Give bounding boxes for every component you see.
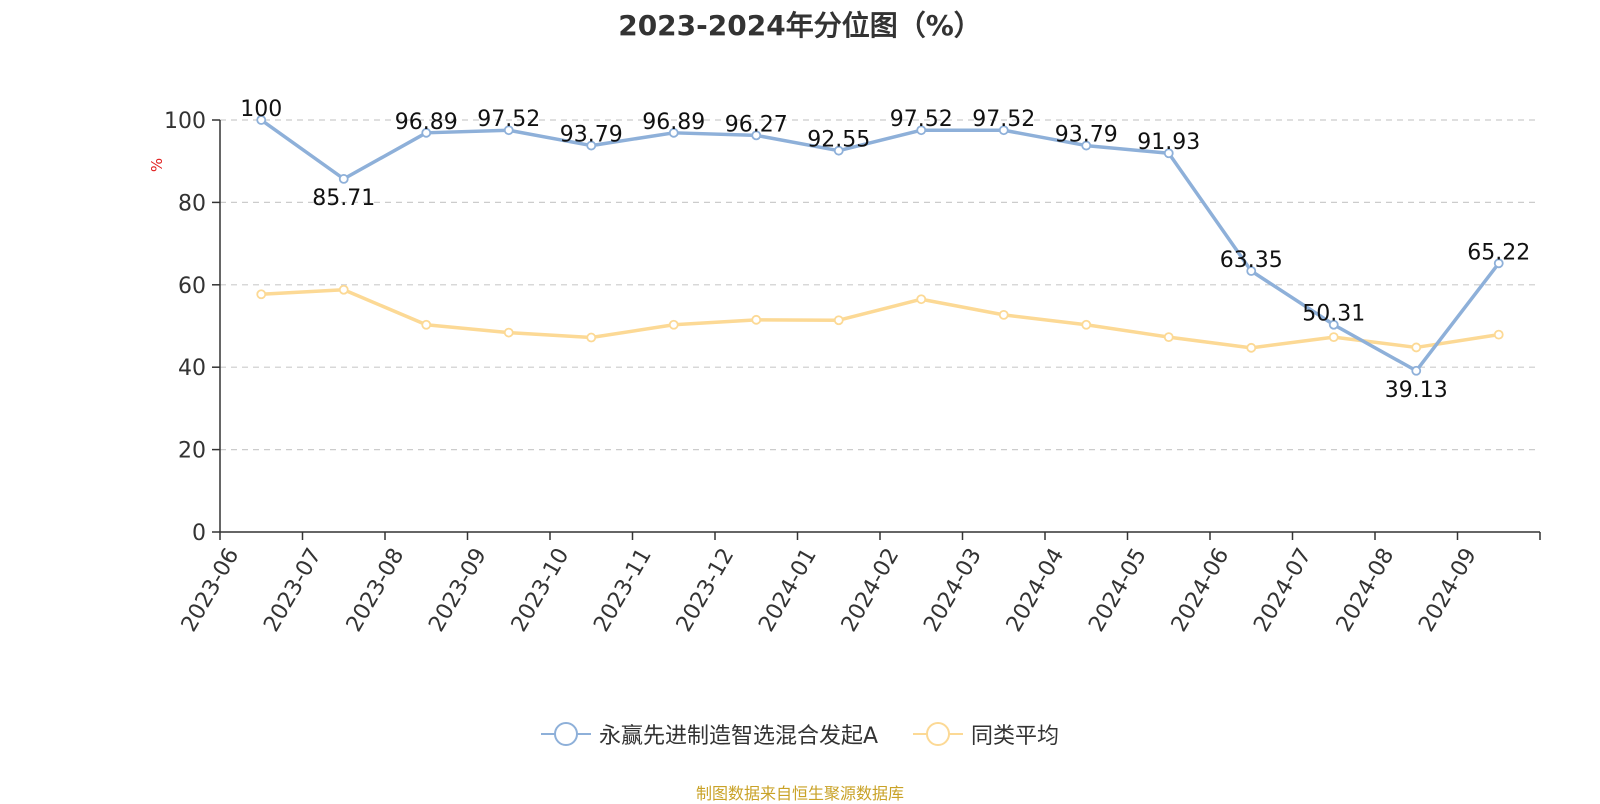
data-label: 65.22 <box>1467 240 1530 265</box>
x-tick-label: 2023-08 <box>342 544 410 636</box>
data-point <box>421 127 432 138</box>
data-point <box>1411 342 1422 353</box>
legend-item-average[interactable]: 同类平均 <box>913 718 1059 750</box>
x-tick-label: 2024-07 <box>1249 544 1317 636</box>
data-point <box>998 125 1009 136</box>
data-point <box>1246 266 1257 276</box>
data-point <box>916 294 927 305</box>
x-tick-label: 2024-03 <box>919 544 987 636</box>
x-tick-label: 2024-01 <box>754 544 822 636</box>
data-point <box>916 125 927 136</box>
x-tick-label: 2023-09 <box>424 544 492 636</box>
data-point <box>998 309 1009 320</box>
data-label: 92.55 <box>807 128 870 153</box>
y-tick-label: 0 <box>192 521 206 546</box>
data-label: 96.89 <box>395 110 458 135</box>
data-point <box>1081 140 1092 151</box>
data-point <box>751 314 762 325</box>
x-tick-label: 2024-08 <box>1332 544 1400 636</box>
data-label: 100 <box>240 97 282 122</box>
data-point <box>1246 342 1257 353</box>
y-tick-label: 40 <box>178 356 206 381</box>
chart-title: 2023-2024年分位图（%） <box>618 9 982 42</box>
data-label: 85.71 <box>312 186 375 211</box>
data-label: 39.13 <box>1385 378 1448 403</box>
data-point <box>256 115 267 125</box>
legend-marker-fund <box>540 722 591 746</box>
data-source-note: 制图数据来自恒生聚源数据库 <box>695 784 904 803</box>
x-tick-label: 2024-02 <box>837 544 905 636</box>
x-tick-label: 2024-06 <box>1167 544 1235 636</box>
y-tick-label: 60 <box>178 274 206 299</box>
data-point <box>668 127 679 138</box>
data-point <box>1163 148 1174 159</box>
series-line-1 <box>261 287 1500 350</box>
data-point <box>1328 319 1339 330</box>
x-tick-label: 2024-09 <box>1414 544 1482 636</box>
data-point <box>586 332 597 343</box>
y-axis-label: % <box>148 158 166 172</box>
legend: 永赢先进制造智选混合发起A 同类平均 <box>0 718 1600 753</box>
x-tick-label: 2024-04 <box>1002 544 1070 636</box>
data-label: 63.35 <box>1220 248 1283 273</box>
data-point <box>503 327 514 338</box>
line-chart: 0 20 40 60 80 100% 2023-06 2023-07 2023-08 2023-0… <box>148 97 1541 636</box>
data-point <box>586 140 597 151</box>
data-label: 97.52 <box>972 107 1035 132</box>
legend-item-fund[interactable]: 永赢先进制造智选混合发起A <box>540 718 879 750</box>
data-point <box>1493 258 1504 269</box>
data-point <box>833 145 844 156</box>
data-label: 93.79 <box>1055 123 1118 148</box>
legend-label-average: 同类平均 <box>971 724 1060 749</box>
series-line-0 <box>260 118 1501 373</box>
x-tick-label: 2023-07 <box>259 544 327 636</box>
data-point <box>751 130 762 141</box>
y-tick-label: 80 <box>178 191 206 216</box>
x-tick-label: 2023-11 <box>589 544 657 636</box>
data-point <box>833 315 844 326</box>
x-tick-label: 2023-10 <box>507 544 575 636</box>
data-point <box>421 319 432 330</box>
data-label: 96.89 <box>642 110 705 135</box>
data-point <box>1493 329 1504 340</box>
data-point <box>1163 332 1174 343</box>
legend-label-fund: 永赢先进制造智选混合发起A <box>598 724 879 749</box>
x-tick-label: 2023-06 <box>177 544 245 636</box>
data-point <box>256 289 267 300</box>
y-tick-label: 20 <box>178 439 206 464</box>
data-label: 97.52 <box>890 107 953 132</box>
data-label: 50.31 <box>1302 302 1365 327</box>
y-tick-label: 100 <box>164 109 206 134</box>
data-point <box>338 173 349 184</box>
data-point <box>1411 365 1422 376</box>
data-point <box>1081 319 1092 330</box>
x-tick-label: 2024-05 <box>1084 544 1152 636</box>
data-label: 93.79 <box>560 123 623 148</box>
data-point <box>338 284 349 295</box>
data-label: 91.93 <box>1137 130 1200 155</box>
x-tick-label: 2023-12 <box>672 544 740 636</box>
data-label: 97.52 <box>477 107 540 132</box>
data-point <box>503 125 514 136</box>
data-point <box>668 319 679 330</box>
legend-marker-average <box>913 722 964 746</box>
data-point <box>1328 332 1339 343</box>
data-label: 96.27 <box>725 112 788 137</box>
